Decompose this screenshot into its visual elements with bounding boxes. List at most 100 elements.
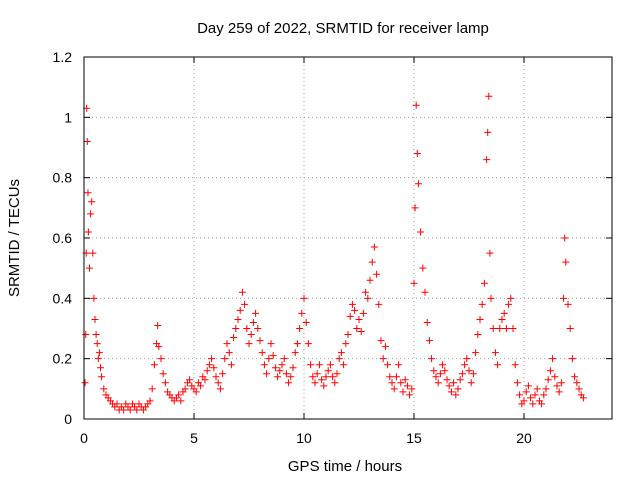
data-point [463,355,471,363]
data-point [86,264,93,272]
data-point [436,370,444,378]
data-point [205,361,213,369]
data-point [82,331,90,339]
data-point [561,234,569,242]
data-point [265,355,273,363]
data-point [91,315,99,323]
data-point [406,391,414,399]
data-point [419,264,427,272]
y-tick-label: 1.2 [53,49,73,65]
data-point [146,397,154,405]
data-point [465,367,473,375]
data-point [159,370,167,378]
data-point [263,370,271,378]
data-point [386,373,394,381]
data-point [529,400,537,408]
data-point [219,370,227,378]
x-axis-title: GPS time / hours [288,458,402,475]
data-point [516,391,524,399]
data-point [92,331,100,339]
data-point [366,276,374,284]
data-point [148,385,156,393]
data-point [549,355,557,363]
data-point [216,385,224,393]
data-point [230,334,238,342]
data-point [309,373,317,381]
data-point [181,385,189,393]
data-point [113,400,121,408]
data-point [461,361,469,369]
data-point [458,370,466,378]
data-point [377,337,385,345]
data-point [509,325,517,332]
data-point [469,370,477,378]
data-point [214,379,222,387]
data-point [411,204,419,212]
data-point [89,249,97,257]
data-point [329,373,337,381]
data-point [192,388,200,396]
data-point [397,379,405,387]
data-point [434,379,442,387]
data-point [348,300,356,308]
data-point [241,300,249,308]
data-point [483,156,491,164]
data-point [232,325,240,332]
data-point [298,309,306,317]
data-point [88,198,96,206]
data-point [234,315,242,323]
data-point [544,376,552,384]
data-point [335,355,343,363]
data-point [423,318,431,326]
data-point [126,406,134,414]
data-point [249,318,257,326]
data-point [351,306,359,314]
data-point [236,306,244,314]
data-point [421,288,429,296]
data-point [505,300,513,308]
data-point [133,406,141,414]
data-point [392,373,400,381]
data-point [177,397,185,405]
data-point [269,352,277,360]
data-point [520,397,528,405]
data-point [353,325,361,332]
data-point [560,294,568,302]
data-point [408,385,416,393]
data-point [384,361,392,369]
data-point [293,340,301,348]
x-tick-label: 20 [516,430,532,446]
data-point [480,279,488,287]
data-point [287,373,295,381]
chart-title: Day 259 of 2022, SRMTID for receiver lam… [197,20,489,37]
data-point [395,361,403,369]
data-point [428,355,436,363]
data-point [87,210,95,218]
data-point [157,355,165,363]
data-point [476,315,484,323]
data-point [472,349,480,357]
y-tick-label: 0.8 [53,170,73,186]
data-point [203,367,211,375]
data-point [452,391,460,399]
data-point [533,385,541,393]
data-point [318,376,326,384]
y-tick-label: 1 [64,109,72,125]
x-tick-label: 0 [80,430,88,446]
data-point [161,379,169,387]
data-point [562,258,570,266]
data-point [401,376,409,384]
data-point [254,325,262,332]
data-point [454,385,462,393]
data-point [95,349,103,357]
data-point [289,364,297,372]
data-point [370,243,378,251]
data-point [568,355,576,363]
data-point [553,382,561,390]
data-point [399,388,407,396]
data-point [258,349,266,357]
data-point [285,379,293,387]
data-point [491,349,499,357]
